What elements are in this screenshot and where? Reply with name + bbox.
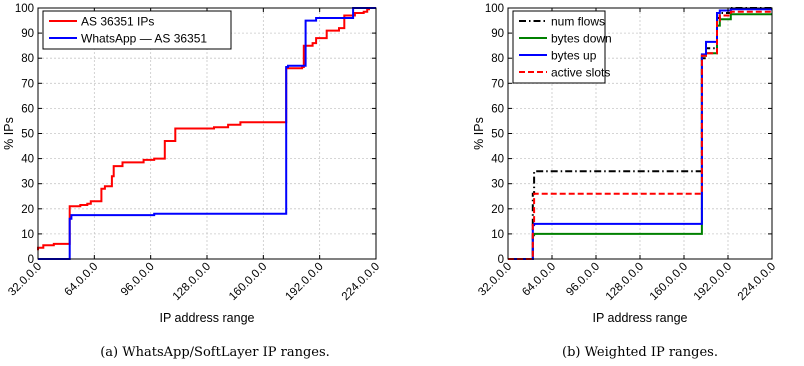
chart-b-x-tick-label: 32.0.0.0	[476, 261, 514, 299]
chart-b-x-tick-label: 224.0.0.0	[736, 261, 778, 303]
chart-a-y-tick-label: 30	[21, 179, 34, 191]
chart-b: 0 10 20 30 40 50 60 70 80 90 100 32.0.0.0 64.0.0.0 96…	[472, 3, 778, 360]
chart-a-x-tick-label: 96.0.0.0	[119, 261, 157, 299]
chart-a-x-tick-label: 128.0.0.0	[171, 261, 213, 303]
chart-b-legend-label: num flows	[551, 15, 605, 29]
chart-a-y-tick-label: 0	[28, 254, 34, 266]
chart-b-y-axis-label: % IPs	[472, 117, 486, 150]
chart-a-legend-label: AS 36351 IPs	[81, 15, 154, 29]
chart-b-y-tick-label: 60	[491, 103, 504, 115]
chart-b-y-tick-label: 10	[491, 229, 504, 241]
chart-b-y-tick-label: 70	[491, 78, 504, 90]
chart-a-y-tick-label: 90	[21, 28, 34, 40]
chart-b-y-tick-label: 80	[491, 53, 504, 65]
chart-a-y-tick-label: 20	[21, 204, 34, 216]
chart-a-caption: (a) WhatsApp/SoftLayer IP ranges.	[100, 345, 330, 360]
chart-b-legend-label: bytes down	[551, 32, 612, 46]
chart-a-x-tick-label: 224.0.0.0	[340, 261, 382, 303]
chart-a-legend-label: WhatsApp — AS 36351	[81, 32, 207, 46]
chart-a-x-tick-label: 160.0.0.0	[227, 261, 269, 303]
chart-b-y-tick-label: 50	[491, 129, 504, 141]
chart-a-y-tick-label: 10	[21, 229, 34, 241]
chart-b-series-active-slots	[508, 10, 772, 260]
chart-a-series-whatsapp-as-36351	[38, 7, 376, 260]
chart-a-y-tick-label: 100	[15, 3, 34, 15]
chart-b-x-tick-label: 96.0.0.0	[564, 261, 602, 299]
chart-b-y-tick-label: 20	[491, 204, 504, 216]
chart-a-x-tick-label: 32.0.0.0	[6, 261, 44, 299]
chart-b-y-tick-label: 90	[491, 28, 504, 40]
chart-b-y-tick-label: 30	[491, 179, 504, 191]
chart-b-x-tick-label: 192.0.0.0	[692, 261, 734, 303]
chart-b-caption: (b) Weighted IP ranges.	[562, 345, 718, 360]
chart-b-x-axis-label: IP address range	[593, 311, 688, 325]
chart-b-y-tick-label: 40	[491, 154, 504, 166]
chart-a: 0 10 20 30 40 50 60 70 80 90 100 32.0.0.0 64.0.0.0 96…	[2, 3, 382, 360]
chart-b-legend-label: active slots	[551, 66, 610, 80]
chart-a-series-as-36351-ips	[37, 7, 376, 251]
chart-b-x-tick-label: 64.0.0.0	[520, 261, 558, 299]
chart-b-x-tick-label: 160.0.0.0	[648, 261, 690, 303]
chart-a-x-axis-label: IP address range	[160, 311, 255, 325]
chart-a-x-tick-label: 192.0.0.0	[283, 261, 325, 303]
chart-b-legend-label: bytes up	[551, 49, 597, 63]
chart-b-x-tick-label: 128.0.0.0	[604, 261, 646, 303]
chart-a-y-tick-label: 70	[21, 78, 34, 90]
chart-b-y-tick-label: 100	[485, 3, 504, 15]
chart-a-y-tick-label: 60	[21, 103, 34, 115]
chart-a-y-tick-label: 40	[21, 154, 34, 166]
chart-a-y-axis-label: % IPs	[2, 117, 16, 150]
chart-b-y-tick-label: 0	[498, 254, 504, 266]
chart-a-y-tick-label: 80	[21, 53, 34, 65]
chart-a-legend	[42, 10, 232, 50]
chart-a-y-tick-label: 50	[21, 129, 34, 141]
chart-a-x-tick-label: 64.0.0.0	[63, 261, 101, 299]
